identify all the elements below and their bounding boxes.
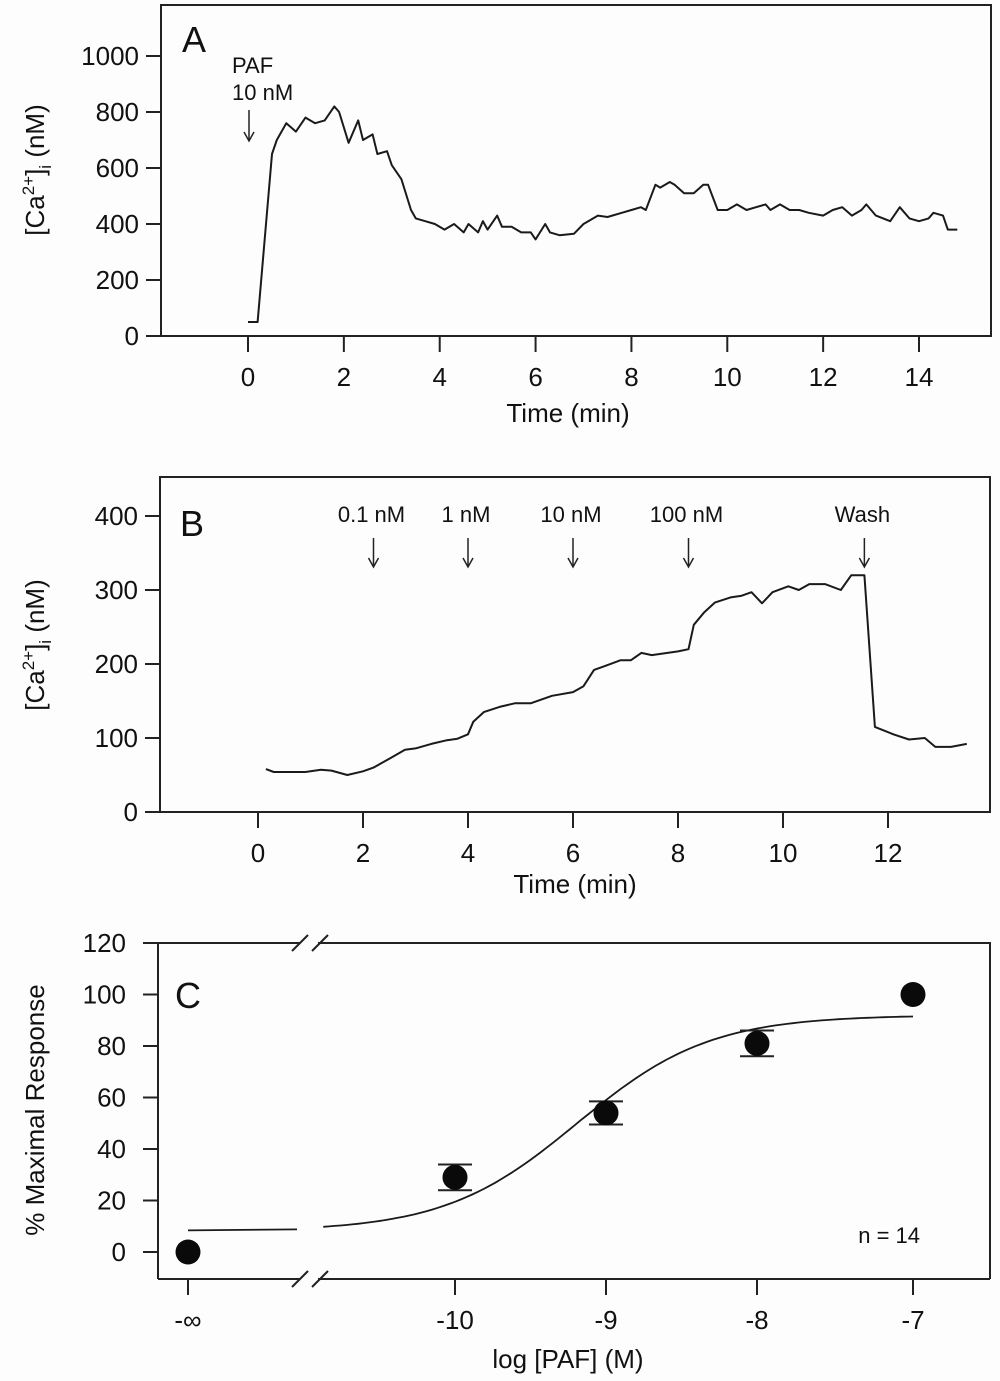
panel-a-trace [248, 105, 958, 323]
data-marker [442, 1164, 468, 1190]
panel-b-x-tick-label: 4 [461, 838, 475, 868]
panel-c-y-tick-label: 100 [83, 980, 126, 1010]
panel-a-x-tick-label: 0 [241, 362, 255, 392]
panel-c-x-tick-label: -7 [901, 1305, 924, 1335]
arrow-down-icon [682, 538, 695, 569]
data-marker [900, 982, 926, 1007]
addition-label: 0.1 nM [338, 502, 405, 527]
data-point [175, 1239, 201, 1265]
panel-b-y-axis-label: [Ca2+]i (nM) [19, 579, 55, 711]
panel-c-x-tick-label: -9 [594, 1305, 617, 1335]
data-point [589, 1100, 623, 1126]
panel-b-label: B [180, 503, 204, 544]
panel-c-label: C [175, 975, 201, 1016]
panel-c-x-axis-label: log [PAF] (M) [492, 1344, 643, 1374]
panel-c-y-tick-label: 0 [112, 1237, 126, 1267]
panel-a-y-tick-label: 1000 [81, 41, 139, 71]
panel-b-x-tick-label: 10 [769, 838, 798, 868]
fit-curve-plateau [187, 1228, 298, 1232]
panel-b-y-tick-label: 300 [95, 575, 138, 605]
data-point [740, 1029, 774, 1058]
data-point [900, 982, 926, 1007]
panel-c-x-tick-label: -∞ [174, 1305, 201, 1335]
sample-size-annotation: n = 14 [858, 1223, 920, 1248]
panel-a-y-tick-label: 0 [125, 321, 139, 351]
panel-c-y-tick-label: 40 [97, 1134, 126, 1164]
panel-c-y-tick-label: 60 [97, 1083, 126, 1113]
data-point [438, 1163, 472, 1192]
arrow-down-icon [462, 538, 474, 569]
panel-a-x-tick-label: 14 [905, 362, 934, 392]
data-marker [593, 1100, 619, 1126]
panel-a-y-tick-label: 200 [96, 265, 139, 295]
panel-c: C 0 20 40 60 80 100 120 -∞ -10 -9 -8 -7 n = 14 log… [20, 928, 991, 1374]
panel-a-label: A [182, 19, 206, 60]
panel-b-y-tick-label: 200 [95, 649, 138, 679]
addition-label: 100 nM [650, 502, 723, 527]
data-marker [744, 1030, 770, 1056]
panel-b-x-tick-label: 12 [874, 838, 903, 868]
panel-c-y-tick-label: 120 [83, 928, 126, 958]
panel-b-x-axis-label: Time (min) [513, 869, 636, 899]
panel-c-y-axis-label: % Maximal Response [20, 984, 50, 1235]
arrow-down-icon [243, 110, 255, 143]
arrow-down-icon [367, 538, 380, 569]
data-marker [175, 1239, 201, 1265]
panel-a-x-tick-label: 10 [713, 362, 742, 392]
panel-b-frame [159, 476, 991, 813]
panel-a-x-tick-label: 12 [809, 362, 838, 392]
panel-b-y-tick-label: 100 [95, 723, 138, 753]
panel-a-y-axis-label: [Ca2+]i (nM) [19, 104, 55, 236]
panel-a-x-tick-label: 6 [528, 362, 542, 392]
panel-b-x-tick-label: 8 [671, 838, 685, 868]
panel-b-trace [265, 574, 967, 776]
fit-curve-sigmoid [323, 1015, 914, 1228]
stimulus-label: PAF [232, 53, 273, 78]
panel-b-y-tick-label: 400 [95, 501, 138, 531]
panel-a-y-tick-label: 600 [96, 153, 139, 183]
panel-a-y-tick-label: 800 [96, 97, 139, 127]
panel-c-y-tick-label: 20 [97, 1186, 126, 1216]
panel-a-y-tick-label: 400 [96, 209, 139, 239]
panel-a-x-axis-label: Time (min) [506, 398, 629, 428]
panel-a-x-tick-label: 2 [337, 362, 351, 392]
panel-b: B 0 100 200 300 400 0 2 4 6 8 10 12 0.1 nM 1 nM 10 n… [19, 476, 991, 899]
panel-c-y-tick-label: 80 [97, 1031, 126, 1061]
panel-b-y-tick-label: 0 [124, 797, 138, 827]
addition-label: 10 nM [540, 502, 601, 527]
panel-c-x-tick-label: -10 [436, 1305, 474, 1335]
panel-c-x-tick-label: -8 [745, 1305, 768, 1335]
panel-a-x-tick-label: 8 [624, 362, 638, 392]
panel-a-x-tick-label: 4 [432, 362, 446, 392]
panel-b-x-tick-label: 0 [251, 838, 265, 868]
panel-a-frame [160, 4, 992, 337]
panel-b-x-tick-label: 2 [356, 838, 370, 868]
arrow-down-icon [858, 538, 871, 569]
axis-break-top [291, 934, 329, 952]
axis-break-bottom [291, 1270, 329, 1288]
addition-label: Wash [835, 502, 890, 527]
stimulus-concentration: 10 nM [232, 80, 293, 105]
panel-b-x-tick-label: 6 [566, 838, 580, 868]
addition-label: 1 nM [442, 502, 491, 527]
arrow-down-icon [567, 538, 579, 569]
